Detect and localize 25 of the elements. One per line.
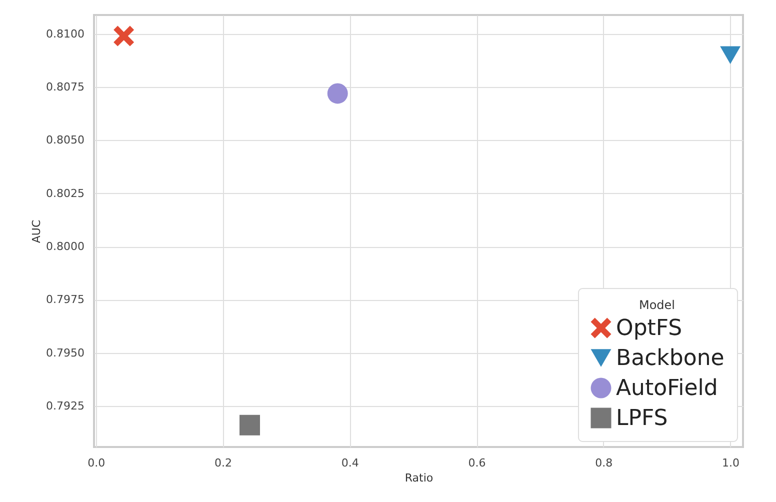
legend-label: AutoField bbox=[616, 376, 718, 401]
y-tick-label: 0.8050 bbox=[46, 134, 84, 147]
y-tick-label: 0.8000 bbox=[46, 240, 84, 254]
y-tick-label: 0.8100 bbox=[46, 27, 84, 40]
x-tick-label: 0.2 bbox=[214, 456, 232, 470]
y-tick-label: 0.7950 bbox=[46, 346, 84, 360]
x-tick-label: 0.6 bbox=[468, 456, 486, 470]
y-tick-label: 0.8075 bbox=[46, 80, 84, 94]
y-axis-title: AUC bbox=[30, 220, 44, 244]
legend-label: LPFS bbox=[616, 406, 668, 431]
legend-label: OptFS bbox=[616, 316, 682, 341]
point bbox=[114, 26, 134, 46]
point bbox=[327, 83, 348, 104]
legend-title: Model bbox=[638, 298, 676, 312]
x-tick-label: 0.8 bbox=[595, 456, 613, 470]
y-tick-label: 0.7975 bbox=[46, 293, 84, 306]
x-tick-label: 1.0 bbox=[722, 456, 740, 470]
legend-label: Backbone bbox=[616, 346, 724, 371]
y-tick-label: 0.8025 bbox=[46, 186, 84, 200]
x-axis-title: Ratio bbox=[404, 472, 434, 484]
point bbox=[240, 414, 260, 436]
x-tick-label: 0.0 bbox=[88, 456, 106, 470]
point bbox=[720, 46, 741, 64]
y-tick-label: 0.7925 bbox=[46, 399, 84, 412]
x-tick-label: 0.4 bbox=[341, 456, 359, 470]
